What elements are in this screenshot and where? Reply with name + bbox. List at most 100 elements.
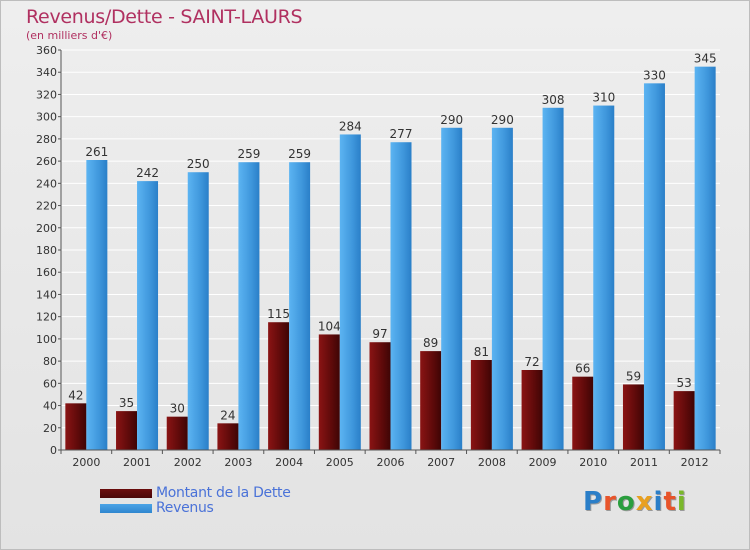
x-tick-2012: 2012 (681, 456, 709, 469)
y-tick-220: 220 (36, 200, 57, 213)
data-label-dette-2004: 115 (267, 307, 290, 321)
legend-label-dette: Montant de la Dette (156, 485, 291, 501)
x-tick-2001: 2001 (123, 456, 151, 469)
data-label-dette-2005: 104 (318, 319, 341, 333)
y-tick-200: 200 (36, 222, 57, 235)
y-tick-320: 320 (36, 88, 57, 101)
bar-dette-2001 (116, 411, 138, 450)
bar-dette-2010 (572, 376, 594, 450)
chart-title: Revenus/Dette - SAINT-LAURS (26, 6, 303, 28)
data-label-revenus-2005: 284 (339, 119, 362, 133)
data-label-dette-2011: 59 (626, 369, 641, 383)
legend-swatch-revenus (100, 504, 152, 513)
x-tick-2003: 2003 (224, 456, 252, 469)
bar-revenus-2006 (390, 142, 412, 450)
data-label-dette-2000: 42 (68, 388, 83, 402)
proxiti-logo: Proxiti (583, 487, 687, 517)
x-tick-2004: 2004 (275, 456, 303, 469)
y-tick-240: 240 (36, 177, 57, 190)
x-tick-2006: 2006 (377, 456, 405, 469)
bar-revenus-2011 (643, 83, 665, 450)
data-label-dette-2001: 35 (119, 396, 134, 410)
x-tick-2009: 2009 (529, 456, 557, 469)
bar-dette-2009 (521, 370, 543, 450)
bar-revenus-2003 (238, 162, 260, 450)
x-tick-2005: 2005 (326, 456, 354, 469)
data-label-revenus-2002: 250 (187, 157, 210, 171)
bar-dette-2012 (673, 391, 695, 450)
data-label-dette-2007: 89 (423, 336, 438, 350)
bar-dette-2008 (470, 360, 492, 450)
y-tick-300: 300 (36, 111, 57, 124)
y-tick-labels: 0 20 40 60 80 100 120 140 160 180 200 220 240 260 280 3… (36, 44, 57, 457)
legend-label-revenus: Revenus (156, 500, 214, 516)
x-tick-2007: 2007 (427, 456, 455, 469)
bar-revenus-2001 (137, 181, 159, 450)
logo-letter: x (635, 487, 654, 517)
y-tick-120: 120 (36, 311, 57, 324)
bar-revenus-2012 (694, 66, 716, 451)
bar-dette-2005 (318, 334, 340, 450)
data-label-revenus-2007: 290 (440, 113, 463, 127)
bars: 42 261 35 242 30 250 24 259 115 259 104 284 97 277 89 2… (65, 52, 717, 451)
x-tick-2011: 2011 (630, 456, 658, 469)
logo-letter: i (676, 487, 687, 517)
bar-revenus-2008 (491, 127, 513, 451)
data-label-revenus-2001: 242 (136, 166, 159, 180)
bar-dette-2006 (369, 342, 391, 450)
bar-dette-2004 (268, 322, 290, 450)
logo-letter: o (616, 487, 636, 517)
y-tick-360: 360 (36, 44, 57, 57)
bar-revenus-2004 (289, 162, 311, 450)
data-label-revenus-2008: 290 (491, 113, 514, 127)
bar-dette-2007 (420, 351, 442, 450)
data-label-revenus-2004: 259 (288, 147, 311, 161)
x-tick-2010: 2010 (579, 456, 607, 469)
x-tick-2000: 2000 (72, 456, 100, 469)
y-tick-60: 60 (43, 377, 57, 390)
y-tick-340: 340 (36, 66, 57, 79)
bar-revenus-2007 (441, 127, 463, 451)
bar-dette-2003 (217, 423, 239, 450)
bar-revenus-2000 (86, 160, 108, 450)
logo-letter: t (663, 487, 677, 517)
bar-revenus-2009 (542, 107, 564, 451)
data-label-dette-2012: 53 (677, 376, 692, 390)
y-tick-280: 280 (36, 133, 57, 146)
y-tick-40: 40 (43, 400, 57, 413)
x-tick-2008: 2008 (478, 456, 506, 469)
axes (58, 49, 721, 454)
bar-revenus-2005 (339, 134, 361, 450)
y-tick-260: 260 (36, 155, 57, 168)
y-tick-80: 80 (43, 355, 57, 368)
bar-revenus-2010 (593, 105, 615, 451)
y-tick-0: 0 (50, 444, 57, 457)
logo-letter: r (603, 487, 617, 517)
data-label-revenus-2006: 277 (390, 127, 413, 141)
data-label-dette-2002: 30 (170, 402, 185, 416)
logo-letter: i (653, 487, 664, 517)
x-tick-2002: 2002 (174, 456, 202, 469)
y-tick-140: 140 (36, 288, 57, 301)
bar-dette-2002 (166, 416, 188, 450)
data-label-revenus-2003: 259 (237, 147, 260, 161)
data-label-dette-2006: 97 (372, 327, 387, 341)
y-tick-160: 160 (36, 266, 57, 279)
data-label-dette-2010: 66 (575, 362, 590, 376)
legend-swatch-dette (100, 489, 152, 498)
x-tick-labels: 2000 2001 2002 2003 2004 2005 2006 2007 2008 2009… (72, 456, 708, 469)
y-tick-20: 20 (43, 422, 57, 435)
data-label-revenus-2012: 345 (694, 52, 717, 66)
data-label-dette-2008: 81 (474, 345, 489, 359)
y-tick-180: 180 (36, 244, 57, 257)
data-label-dette-2003: 24 (220, 408, 235, 422)
bar-dette-2011 (622, 384, 644, 450)
chart-subtitle: (en milliers d'€) (26, 29, 113, 42)
data-label-revenus-2011: 330 (643, 68, 666, 82)
data-label-revenus-2000: 261 (85, 145, 108, 159)
logo-letter: P (583, 487, 604, 517)
bar-revenus-2002 (187, 172, 209, 450)
data-label-revenus-2010: 310 (592, 91, 615, 105)
